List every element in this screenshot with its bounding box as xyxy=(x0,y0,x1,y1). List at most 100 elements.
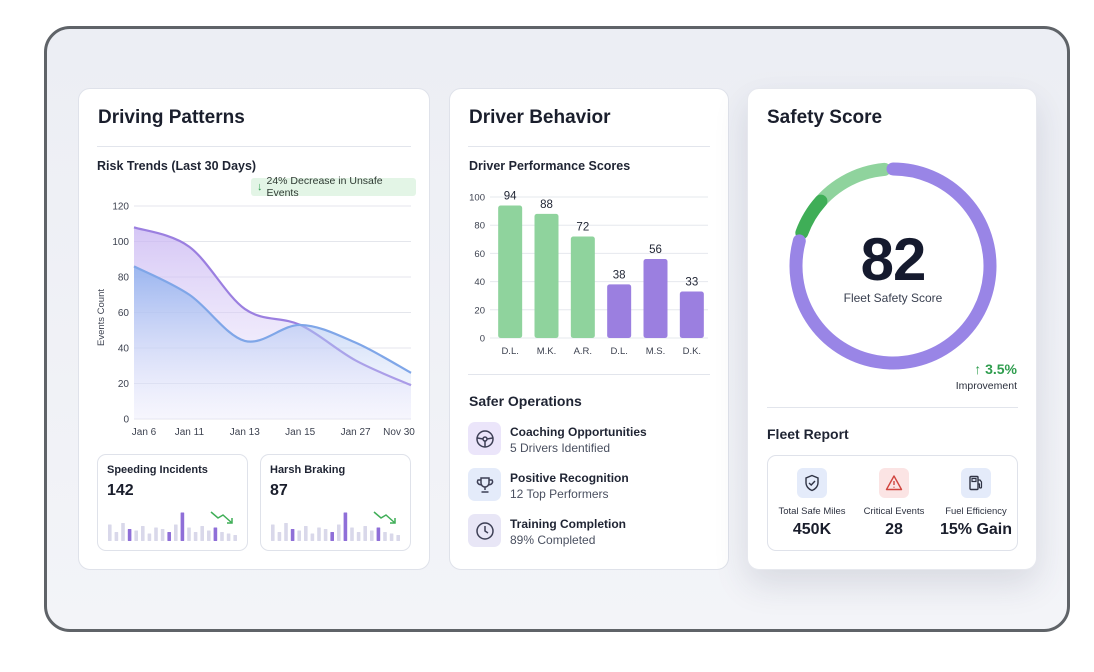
y-tick-label: 40 xyxy=(118,344,130,355)
y-tick-label: 0 xyxy=(123,415,129,426)
x-tick-label: Jan 6 xyxy=(132,427,157,438)
y-tick-label: 120 xyxy=(112,202,129,213)
gauge-arc-purple xyxy=(789,162,997,370)
performance-chart-title: Driver Performance Scores xyxy=(469,159,631,173)
improvement-label: Improvement xyxy=(955,380,1017,392)
x-tick-label: D.L. xyxy=(610,346,627,357)
gauge-arc-green-dark xyxy=(795,194,828,240)
ops-title: Coaching Opportunities xyxy=(510,425,647,439)
driver-performance-chart: 0 20 40 60 80 100 94 D.L. 88 M.K. 72 A.R. 38 D.L. 56 M.… xyxy=(469,190,708,357)
report-safe-miles[interactable]: Total Safe Miles 450K xyxy=(770,456,854,552)
spark-bar xyxy=(304,526,308,541)
safety-score-gauge xyxy=(789,162,997,370)
ops-subtitle: 5 Drivers Identified xyxy=(510,441,611,455)
speeding-incidents-card[interactable]: Speeding Incidents 142 xyxy=(97,454,248,551)
spark-bar xyxy=(226,533,231,541)
bar xyxy=(534,213,559,338)
spark-bar xyxy=(310,533,315,541)
y-tick-label: 40 xyxy=(474,277,485,288)
badge-text: 24% Decrease in Unsafe Events xyxy=(266,175,383,199)
spark-bar xyxy=(154,527,158,541)
x-tick-label: M.S. xyxy=(646,346,666,357)
spark-bar xyxy=(337,524,341,541)
spark-bar xyxy=(363,526,367,541)
spark-bar xyxy=(180,512,185,541)
spark-bar xyxy=(396,535,400,541)
spark-bar xyxy=(167,532,171,541)
spark-bar xyxy=(121,523,125,541)
warning-icon xyxy=(879,468,909,498)
spark-bar xyxy=(330,532,334,541)
x-tick-label: Jan 15 xyxy=(285,427,315,438)
steering-wheel-icon xyxy=(468,422,501,455)
driving-patterns-title: Driving Patterns xyxy=(98,107,245,128)
spark-bar xyxy=(376,527,381,541)
ops-title: Positive Recognition xyxy=(510,471,629,485)
bar-value-label: 72 xyxy=(576,221,589,233)
spark-bar xyxy=(220,532,224,541)
safer-operations-title: Safer Operations xyxy=(469,393,582,409)
fuel-pump-icon xyxy=(961,468,991,498)
spark-bar xyxy=(134,530,138,541)
fleet-report-title: Fleet Report xyxy=(767,426,849,442)
spark-bar xyxy=(200,526,204,541)
report-label: Total Safe Miles xyxy=(778,506,846,517)
driving-patterns-card: Driving Patterns Risk Trends (Last 30 Da… xyxy=(78,88,430,570)
safety-score-label: Fleet Safety Score xyxy=(843,291,943,305)
driver-behavior-card: Driver Behavior Driver Performance Score… xyxy=(449,88,729,570)
ops-item-coaching[interactable]: Coaching Opportunities 5 Drivers Identif… xyxy=(468,422,718,458)
bar-value-label: 56 xyxy=(649,244,662,256)
x-tick-label: Jan 11 xyxy=(175,427,205,438)
x-tick-label: Jan 13 xyxy=(230,427,260,438)
harsh-braking-sparkbars xyxy=(271,511,400,541)
ops-item-training[interactable]: Training Completion 89% Completed xyxy=(468,514,718,550)
spark-bar xyxy=(297,530,301,541)
y-tick-label: 80 xyxy=(118,273,130,284)
spark-bar xyxy=(389,533,394,541)
risk-trends-title: Risk Trends (Last 30 Days) xyxy=(97,159,257,173)
y-tick-label: 80 xyxy=(474,221,485,232)
report-label: Critical Events xyxy=(863,506,925,517)
safety-score-value: 82 xyxy=(860,226,927,293)
ops-item-recognition[interactable]: Positive Recognition 12 Top Performers xyxy=(468,468,718,504)
spark-bar xyxy=(213,527,218,541)
decrease-badge: ↓ 24% Decrease in Unsafe Events xyxy=(251,175,416,199)
bar-value-label: 88 xyxy=(540,199,553,211)
bar-value-label: 33 xyxy=(685,276,698,288)
series-line xyxy=(133,265,412,374)
bar-value-label: 38 xyxy=(613,269,626,281)
spark-bar xyxy=(193,532,198,541)
report-value: 15% Gain xyxy=(939,521,1013,538)
spark-bar xyxy=(356,532,361,541)
spark-bar xyxy=(350,527,354,541)
report-fuel-efficiency[interactable]: Fuel Efficiency 15% Gain xyxy=(934,456,1018,552)
risk-trends-chart: 0 20 40 60 80 100 120 Events Count Jan 6 Jan 11 Ja… xyxy=(96,202,415,439)
x-tick-label: Nov 30 xyxy=(383,427,415,438)
speeding-value: 142 xyxy=(107,482,134,499)
y-tick-label: 60 xyxy=(118,308,130,319)
trend-arrow-line xyxy=(373,511,396,524)
dashboard-frame: Driving Patterns Risk Trends (Last 30 Da… xyxy=(44,26,1070,632)
y-axis-label: Events Count xyxy=(96,289,107,346)
spark-bar xyxy=(271,524,275,541)
spark-bar xyxy=(317,527,321,541)
speeding-sparkbars xyxy=(108,511,237,541)
spark-bar xyxy=(290,529,295,541)
spark-bar xyxy=(127,529,132,541)
spark-bar xyxy=(277,532,282,541)
x-tick-label: M.K. xyxy=(537,346,557,357)
x-tick-label: A.R. xyxy=(574,346,592,357)
spark-bar xyxy=(160,529,165,541)
shield-check-icon xyxy=(797,468,827,498)
harsh-braking-value: 87 xyxy=(270,482,288,499)
trophy-icon xyxy=(468,468,501,501)
arrow-down-icon: ↓ xyxy=(257,181,263,193)
trend-arrow-head xyxy=(227,518,233,524)
driver-behavior-title: Driver Behavior xyxy=(469,107,611,128)
safety-score-card: Safety Score 82 Fleet Safety Score ↑ 3.5… xyxy=(747,88,1037,570)
speeding-label: Speeding Incidents xyxy=(107,464,208,476)
harsh-braking-card[interactable]: Harsh Braking 87 xyxy=(260,454,411,551)
report-critical-events[interactable]: Critical Events 28 xyxy=(852,456,936,552)
safety-score-title: Safety Score xyxy=(767,107,883,128)
spark-bar xyxy=(233,535,237,541)
